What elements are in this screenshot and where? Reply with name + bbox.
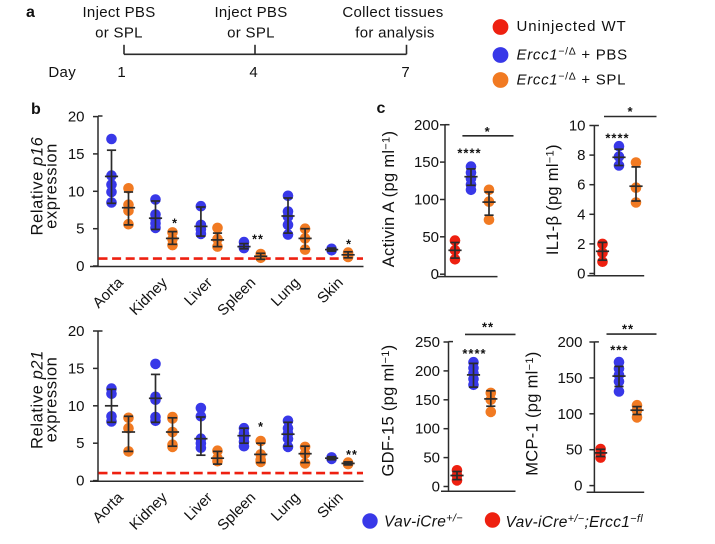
svg-text:Kidney: Kidney (126, 274, 171, 319)
svg-text:10: 10 (569, 118, 586, 135)
svg-text:Collect tissues: Collect tissues (342, 4, 443, 21)
svg-text:expression: expression (43, 143, 61, 229)
svg-text:0: 0 (431, 266, 439, 283)
svg-text:Aorta: Aorta (89, 489, 127, 527)
svg-text:100: 100 (557, 406, 582, 423)
svg-text:8: 8 (577, 147, 585, 164)
svg-text:*: * (258, 420, 264, 434)
svg-text:expression: expression (43, 357, 61, 443)
svg-text:Spleen: Spleen (214, 274, 259, 319)
svg-text:Inject PBS: Inject PBS (82, 4, 155, 21)
svg-text:2: 2 (577, 236, 585, 253)
svg-text:Relative p16: Relative p16 (29, 136, 47, 235)
svg-text:0: 0 (432, 479, 440, 496)
svg-text:or SPL: or SPL (227, 25, 275, 42)
svg-text:b: b (31, 101, 41, 118)
svg-text:Liver: Liver (181, 274, 216, 309)
svg-text:100: 100 (414, 192, 439, 209)
svg-text:Vav-iCre+/−;Ercc1−fl: Vav-iCre+/−;Ercc1−fl (506, 513, 644, 531)
svg-text:100: 100 (415, 421, 440, 438)
svg-text:50: 50 (423, 450, 440, 467)
svg-text:Vav-iCre+/−: Vav-iCre+/− (384, 513, 463, 531)
svg-text:15: 15 (68, 146, 85, 163)
svg-text:**: ** (252, 233, 264, 247)
svg-text:150: 150 (557, 370, 582, 387)
svg-text:250: 250 (415, 334, 440, 351)
svg-text:20: 20 (68, 323, 85, 340)
svg-text:200: 200 (414, 117, 439, 134)
svg-text:*: * (346, 238, 352, 252)
svg-text:4: 4 (577, 206, 585, 223)
svg-text:200: 200 (415, 363, 440, 380)
svg-text:0: 0 (574, 478, 582, 495)
svg-text:20: 20 (68, 109, 85, 126)
svg-text:150: 150 (414, 154, 439, 171)
svg-text:Spleen: Spleen (214, 489, 259, 534)
svg-text:5: 5 (76, 435, 84, 452)
svg-text:Day: Day (48, 64, 76, 81)
svg-text:0: 0 (76, 473, 84, 490)
svg-text:7: 7 (401, 64, 409, 81)
svg-text:Aorta: Aorta (89, 274, 127, 312)
svg-text:**: ** (622, 322, 634, 337)
svg-text:****: **** (605, 131, 629, 146)
svg-text:200: 200 (557, 334, 582, 351)
svg-text:Lung: Lung (268, 274, 304, 310)
svg-text:*: * (485, 124, 491, 139)
svg-text:10: 10 (68, 183, 85, 200)
svg-text:*: * (627, 104, 633, 119)
svg-text:4: 4 (249, 64, 257, 81)
svg-text:Kidney: Kidney (126, 489, 171, 534)
svg-text:Activin A (pg ml−1): Activin A (pg ml−1) (380, 131, 398, 268)
svg-text:150: 150 (415, 392, 440, 409)
svg-text:15: 15 (68, 360, 85, 377)
svg-text:IL1-β (pg ml−1): IL1-β (pg ml−1) (544, 144, 562, 255)
svg-text:****: **** (457, 146, 481, 161)
svg-text:Lung: Lung (268, 489, 304, 525)
svg-text:Skin: Skin (314, 274, 347, 307)
svg-text:****: **** (462, 346, 486, 361)
svg-text:c: c (377, 100, 386, 117)
svg-text:6: 6 (577, 177, 585, 194)
svg-text:MCP-1 (pg ml−1): MCP-1 (pg ml−1) (524, 351, 542, 475)
svg-text:for analysis: for analysis (355, 25, 434, 42)
svg-text:0: 0 (76, 258, 84, 275)
svg-text:**: ** (482, 320, 494, 335)
svg-text:or SPL: or SPL (95, 25, 143, 42)
svg-text:GDF-15 (pg ml−1): GDF-15 (pg ml−1) (380, 345, 398, 477)
svg-text:Ercc1−/Δ + SPL: Ercc1−/Δ + SPL (517, 71, 627, 89)
svg-text:**: ** (346, 448, 358, 462)
svg-text:Liver: Liver (181, 489, 216, 524)
svg-text:Ercc1−/Δ + PBS: Ercc1−/Δ + PBS (517, 46, 628, 64)
svg-text:Inject PBS: Inject PBS (214, 4, 287, 21)
svg-text:50: 50 (566, 442, 583, 459)
svg-text:*: * (172, 217, 178, 231)
svg-text:1: 1 (117, 64, 125, 81)
svg-text:***: *** (610, 343, 628, 358)
svg-text:0: 0 (577, 266, 585, 283)
svg-text:Relative p21: Relative p21 (29, 350, 47, 449)
svg-text:Skin: Skin (314, 489, 347, 522)
svg-text:Uninjected WT: Uninjected WT (517, 18, 627, 35)
svg-text:a: a (26, 4, 35, 21)
svg-text:50: 50 (422, 229, 439, 246)
svg-text:5: 5 (76, 221, 84, 238)
svg-text:10: 10 (68, 398, 85, 415)
